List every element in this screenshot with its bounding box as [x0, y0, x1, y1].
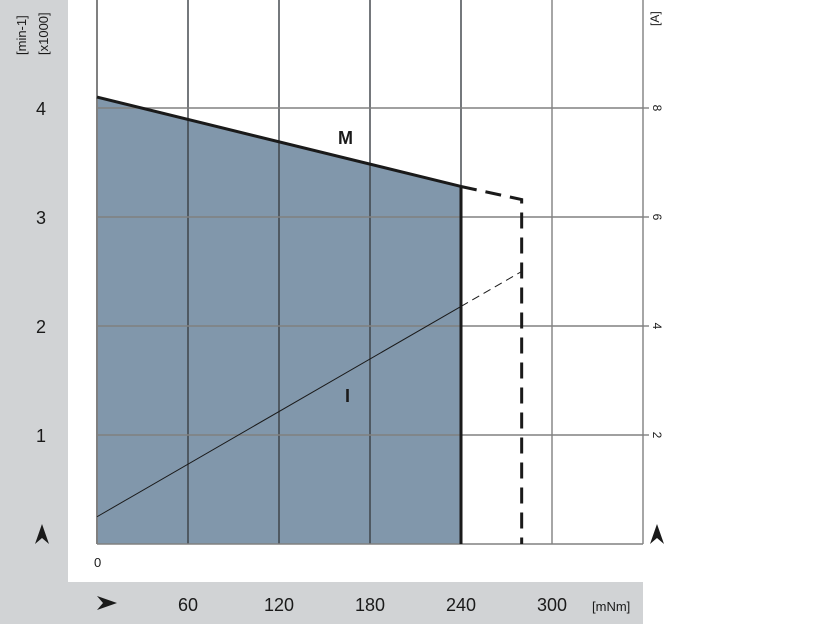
y-left-tick-label: 4 [36, 99, 46, 119]
y-left-arrow-icon [35, 524, 49, 544]
y-right-tick-label: 8 [650, 105, 664, 112]
x-tick-label: 300 [537, 595, 567, 615]
series-label-I: I [345, 386, 350, 406]
y-right-tick-label: 4 [650, 323, 664, 330]
x-origin-label: 0 [94, 555, 101, 570]
y-right-unit: [A] [648, 11, 662, 26]
series-M-solid [96, 95, 462, 188]
x-tick-label: 120 [264, 595, 294, 615]
y-left-tick-label: 1 [36, 426, 46, 446]
y-right-tick-label: 2 [650, 432, 664, 439]
y-right-arrow-icon [650, 524, 664, 544]
y-left-tick-label: 2 [36, 317, 46, 337]
y-left-unit: [min-1] [14, 15, 29, 55]
series-label-M: M [338, 128, 353, 148]
x-tick-label: 60 [178, 595, 198, 615]
x-tick-label: 180 [355, 595, 385, 615]
y-right-tick-label: 6 [650, 214, 664, 221]
left-band [0, 0, 68, 624]
series-M-dashed [460, 185, 524, 544]
series-I-solid [96, 305, 462, 518]
x-arrow-icon [97, 596, 117, 610]
series-I-dashed [460, 271, 522, 307]
x-tick-label: 240 [446, 595, 476, 615]
x-axis-label: [mNm] [592, 599, 630, 614]
y-left-scale: [x1000] [36, 12, 51, 55]
y-left-tick-label: 3 [36, 208, 46, 228]
